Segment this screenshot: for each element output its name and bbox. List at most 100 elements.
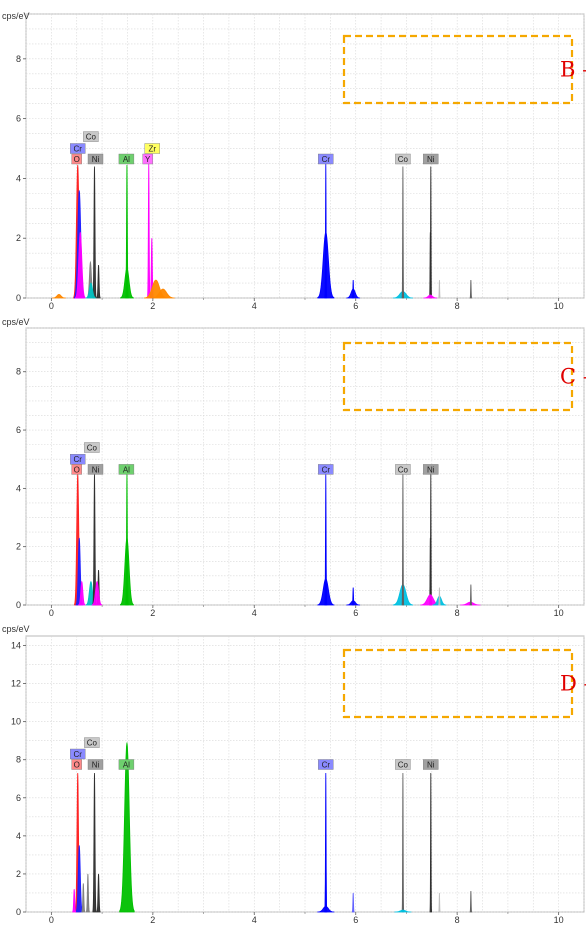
peak-14 [394,909,412,913]
peak-6 [96,265,101,299]
element-label-o: O [71,759,82,770]
peak-16 [324,163,328,299]
x-tick-label: 8 [455,301,460,311]
peak-12 [324,537,328,606]
peak-7 [85,282,97,299]
y-tick-label: 8 [16,54,21,64]
element-label-text: Ni [427,761,435,770]
x-tick-label: 10 [554,608,564,618]
element-label-text: Al [123,155,130,164]
y-tick-label: 2 [16,869,21,879]
peak-13 [401,773,405,913]
element-label-ni: Ni [87,759,104,770]
x-tick-label: 6 [353,915,358,925]
element-label-co: Co [395,153,411,165]
element-label-text: Y [145,155,151,164]
peak-7 [91,580,103,606]
element-label-text: O [74,465,80,474]
grid [25,636,585,913]
x-tick-label: 4 [252,608,257,618]
element-label-text: Ni [92,155,100,164]
y-tick-label: 6 [16,114,21,124]
element-label-text: Cr [73,455,82,464]
element-label-text: Co [398,155,409,164]
annotation-text: ۴ الف و ب– C [560,365,586,390]
y-tick-label: 2 [16,542,21,552]
y-axis-label: cps/eV [2,317,30,327]
x-tick-label: 4 [252,301,257,311]
peak-4 [81,883,86,913]
annotation-box: ۴ الف و ب– B [342,34,586,105]
x-tick-label: 0 [49,301,54,311]
element-label-text: Al [123,465,130,474]
y-tick-label: 12 [11,679,21,689]
x-tick-label: 6 [353,608,358,618]
element-label-text: Co [87,739,98,748]
element-label-cr: Cr [318,153,334,165]
spectrum-panel-3: Co Cr O Ni Al Cr Co Ni 0 2 4 6 8 10 0 2 4 6 8 10 12 14 cps/eV ۴… [2,624,586,925]
peak-3 [78,580,86,606]
element-label-cr: Cr [318,759,334,770]
peak-2 [75,845,83,913]
peak-24 [438,280,441,299]
element-label-co: Co [84,442,100,453]
y-axis-label: cps/eV [2,624,30,634]
element-labels: Co Cr O Ni Al Cr Co Ni [69,737,439,770]
element-label-text: Co [86,133,97,142]
y-tick-label: 2 [16,233,21,243]
y-tick-label: 0 [16,907,21,917]
element-label-co: Co [395,464,411,475]
y-axis: 0 2 4 6 8 10 12 14 [11,641,26,917]
element-label-text: Ni [427,155,435,164]
x-tick-label: 0 [49,608,54,618]
peak-5 [92,166,97,299]
y-tick-label: 4 [16,483,21,493]
element-label-al: Al [118,464,135,475]
element-label-text: Cr [322,155,331,164]
peaks [52,163,473,299]
peak-16 [438,892,441,913]
peak-23 [469,584,473,606]
peak-25 [469,280,473,299]
element-label-cr: Cr [69,454,86,465]
element-label-text: Ni [92,465,100,474]
peak-3 [72,889,77,913]
peak-9 [125,164,129,299]
element-label-ni: Ni [423,153,439,165]
x-axis: 0 2 4 6 8 10 [49,912,564,925]
y-tick-label: 14 [11,641,21,651]
peak-18 [351,279,355,299]
element-label-cr: Cr [318,464,334,475]
peak-8 [119,742,135,913]
annotation-text: ۴ الف و ب– B [560,58,586,83]
element-label-ni: Ni [423,759,439,770]
x-tick-label: 0 [49,915,54,925]
y-tick-label: 8 [16,755,21,765]
peak-23 [423,294,438,299]
element-label-text: Ni [427,465,435,474]
x-tick-label: 6 [353,301,358,311]
element-label-co: Co [395,759,411,770]
peak-16 [401,473,405,606]
element-label-cr: Cr [69,748,86,760]
element-label-zr: Zr [144,143,161,154]
peak-22 [429,232,432,299]
peak-9 [125,473,129,606]
element-label-cr: Cr [69,143,86,154]
y-tick-label: 4 [16,173,21,183]
peak-14 [351,587,355,606]
y-tick-label: 6 [16,425,21,435]
element-label-text: Zr [149,145,157,154]
element-label-o: O [71,153,82,165]
y-tick-label: 6 [16,793,21,803]
x-tick-label: 2 [150,301,155,311]
element-label-ni: Ni [87,153,104,165]
peak-17 [469,891,473,913]
peak-11 [324,843,328,913]
element-label-text: Co [87,444,98,453]
annotation-text: ۴ الف و ب– D [560,672,586,697]
